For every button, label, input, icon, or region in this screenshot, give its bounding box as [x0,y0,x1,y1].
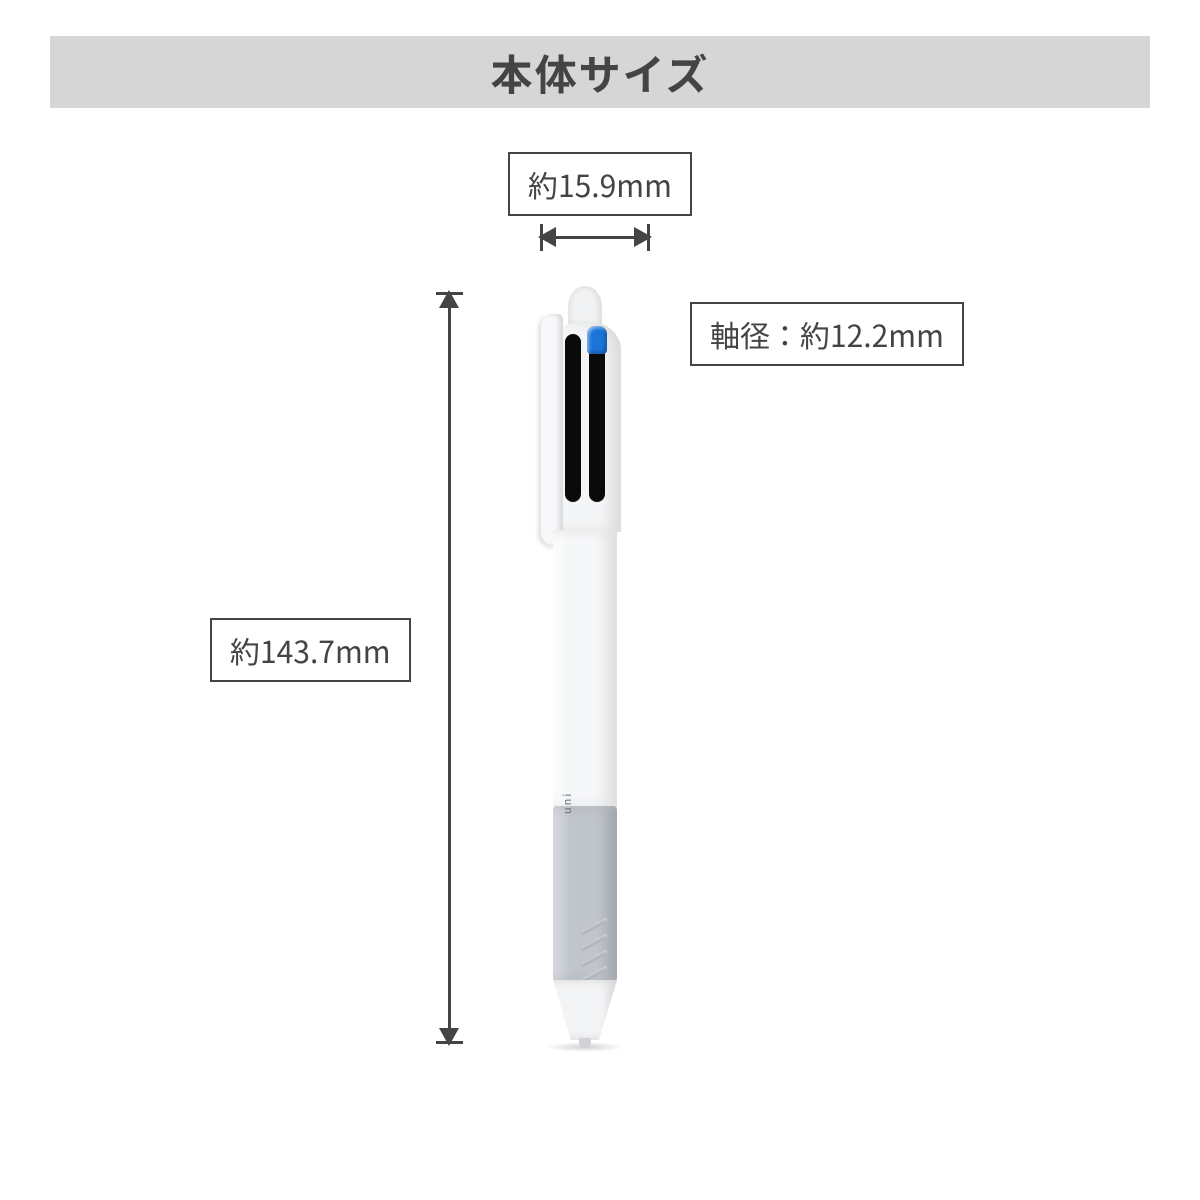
pen-grip: uni [553,806,617,982]
width-dimension-label: 約15.9mm [508,152,692,216]
pen-plunger-blue [587,326,607,354]
pen-plunger-slot-right [589,334,605,502]
pen-clip [531,314,563,546]
diagram-stage: 本体サイズ 約15.9mm 軸径：約12.2mm 約143.7mm uni [0,0,1200,1200]
pen-plunger-slot-left [565,334,581,502]
height-dimension-label: 約143.7mm [210,618,411,682]
pen-brand-text: uni [559,792,575,814]
header-bar: 本体サイズ [50,36,1150,108]
pen-nose-cone [553,980,617,1040]
diameter-dimension-label: 軸径：約12.2mm [690,302,964,366]
pen-illustration: uni [535,286,635,1048]
pen-barrel [553,530,617,808]
header-title: 本体サイズ [491,42,710,103]
pen-clicker [568,286,602,324]
